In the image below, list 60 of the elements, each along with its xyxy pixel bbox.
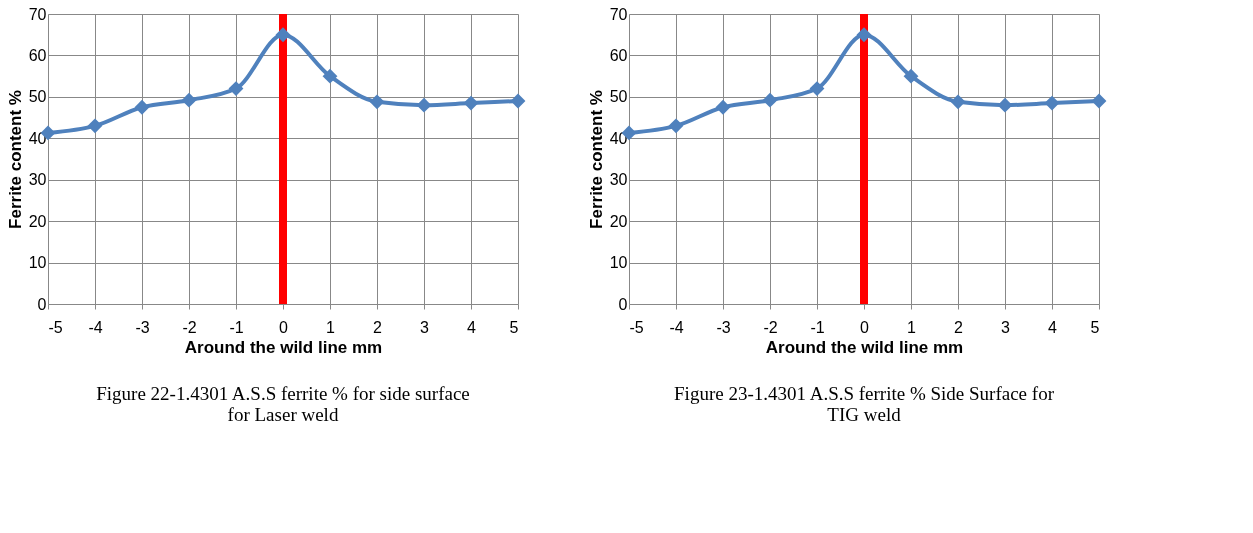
point <box>510 93 526 109</box>
point <box>1044 95 1060 111</box>
point <box>903 68 919 84</box>
y-tick-label: 10 <box>28 254 47 272</box>
x-tick-label: -2 <box>182 318 197 336</box>
x-tick-label: -4 <box>669 318 684 336</box>
x-tick-label: 5 <box>1090 318 1100 336</box>
point <box>181 92 197 108</box>
x-tick-label: 4 <box>467 318 477 336</box>
y-tick-label: 20 <box>28 212 47 230</box>
x-tick-label: 5 <box>509 318 519 336</box>
x-tick-label: -3 <box>135 318 150 336</box>
point <box>87 118 103 134</box>
point <box>322 68 338 84</box>
y-tick-label: 70 <box>609 5 628 23</box>
point <box>369 94 385 110</box>
x-tick-label: -1 <box>229 318 244 336</box>
caption: Figure 22-1.4301 A.S.S ferrite % for side surface for Laser weld <box>96 383 470 425</box>
x-tick-label: 0 <box>860 318 870 336</box>
point <box>416 97 432 113</box>
x-tick-label: -3 <box>716 318 731 336</box>
x-tick-label: 1 <box>907 318 917 336</box>
point <box>997 97 1013 113</box>
y-axis-title: Ferrite content % <box>5 90 25 229</box>
x-tick-label: 4 <box>1048 318 1058 336</box>
point <box>856 27 872 43</box>
x-tick-label: 3 <box>420 318 430 336</box>
x-tick-label: -2 <box>763 318 778 336</box>
point <box>134 99 150 115</box>
y-tick-label: 50 <box>28 88 47 106</box>
y-tick-label: 60 <box>609 46 628 64</box>
y-tick-label: 30 <box>28 171 47 189</box>
x-tick-label: -5 <box>48 318 63 336</box>
point <box>950 94 966 110</box>
x-axis-title: Around the wild line mm <box>184 337 383 357</box>
y-tick-label: 30 <box>609 171 628 189</box>
x-axis-title: Around the wild line mm <box>765 337 964 357</box>
point <box>668 118 684 134</box>
y-tick-label: 50 <box>609 88 628 106</box>
point <box>1091 93 1107 109</box>
y-tick-label: 60 <box>28 46 47 64</box>
point <box>715 99 731 115</box>
x-tick-label: 2 <box>373 318 383 336</box>
x-tick-label: -5 <box>629 318 644 336</box>
x-tick-label: 3 <box>1001 318 1011 336</box>
y-tick-label: 10 <box>609 254 628 272</box>
y-axis-title: Ferrite content % <box>586 90 606 229</box>
x-tick-label: 1 <box>326 318 336 336</box>
x-tick-label: 0 <box>279 318 289 336</box>
x-tick-label: 2 <box>954 318 964 336</box>
x-tick-label: -1 <box>810 318 825 336</box>
point <box>463 95 479 111</box>
x-tick-label: -4 <box>88 318 103 336</box>
point <box>762 92 778 108</box>
caption: Figure 23-1.4301 A.S.S ferrite % Side Surface for TIG weld <box>674 383 1055 425</box>
point <box>275 27 291 43</box>
y-tick-label: 0 <box>618 295 628 313</box>
y-tick-label: 20 <box>609 212 628 230</box>
y-tick-label: 0 <box>37 295 47 313</box>
y-tick-label: 70 <box>28 5 47 23</box>
